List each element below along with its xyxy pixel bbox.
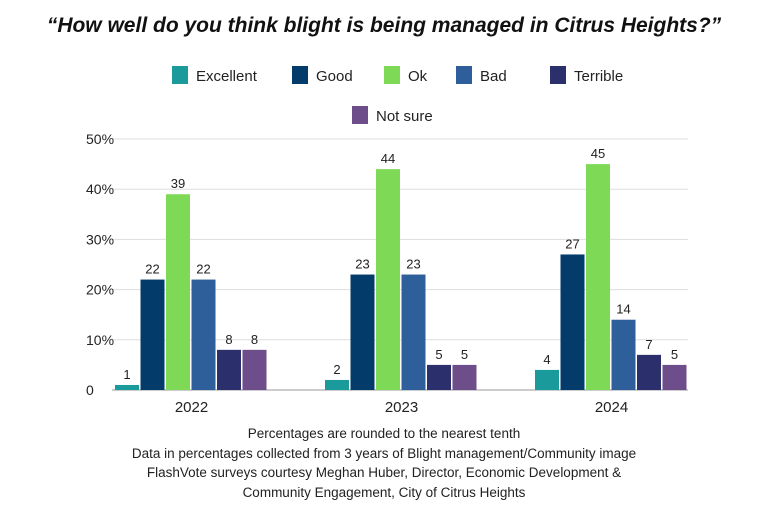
footnote-line: FlashVote surveys courtesy Meghan Huber,… xyxy=(146,465,622,480)
y-tick-label: 50% xyxy=(86,131,114,147)
data-label: 7 xyxy=(645,337,652,352)
legend-swatch xyxy=(456,66,472,84)
bar-bad-2023 xyxy=(401,274,426,390)
legend-swatch xyxy=(352,106,368,124)
y-tick-label: 0 xyxy=(86,382,94,398)
data-label: 2 xyxy=(333,362,340,377)
data-label: 8 xyxy=(251,332,258,347)
legend-swatch xyxy=(172,66,188,84)
y-tick-label: 10% xyxy=(86,332,114,348)
y-tick-label: 30% xyxy=(86,231,114,247)
bar-bad-2024 xyxy=(611,319,636,390)
bar-ok-2022 xyxy=(166,194,190,390)
data-label: 1 xyxy=(123,367,130,382)
data-label: 14 xyxy=(616,302,630,317)
bar-terrible-2024 xyxy=(637,354,661,390)
x-tick-label: 2022 xyxy=(175,399,208,416)
data-label: 5 xyxy=(461,347,468,362)
x-tick-label: 2024 xyxy=(595,399,628,416)
legend-swatch xyxy=(292,66,308,84)
bar-good-2023 xyxy=(350,274,375,390)
data-label: 22 xyxy=(145,262,159,277)
bar-excellent-2023 xyxy=(325,379,349,390)
legend-label: Not sure xyxy=(376,108,433,125)
bar-ok-2024 xyxy=(586,164,610,390)
data-label: 4 xyxy=(543,352,550,367)
bar-excellent-2022 xyxy=(115,384,139,390)
footnote: Percentages are rounded to the nearest t… xyxy=(0,424,768,502)
legend-label: Good xyxy=(316,68,353,85)
bar-not-sure-2022 xyxy=(242,349,267,390)
y-tick-label: 40% xyxy=(86,181,114,197)
data-label: 39 xyxy=(171,176,185,191)
bar-ok-2023 xyxy=(376,169,400,390)
data-label: 23 xyxy=(355,257,369,272)
bar-excellent-2024 xyxy=(535,369,559,390)
x-tick-label: 2023 xyxy=(385,399,418,416)
chart-title: “How well do you think blight is being m… xyxy=(46,14,722,37)
bar-good-2022 xyxy=(140,279,165,390)
bar-bad-2022 xyxy=(191,279,216,390)
legend-swatch xyxy=(384,66,400,84)
data-label: 8 xyxy=(225,332,232,347)
legend-swatch xyxy=(550,66,566,84)
footnote-line: Community Engagement, City of Citrus Hei… xyxy=(242,484,526,500)
bar-terrible-2023 xyxy=(427,364,451,390)
data-label: 5 xyxy=(671,347,678,362)
footnote-line: Percentages are rounded to the nearest t… xyxy=(247,426,521,441)
bar-good-2024 xyxy=(560,254,585,390)
legend-label: Ok xyxy=(408,68,428,85)
data-label: 27 xyxy=(565,236,579,251)
legend-label: Excellent xyxy=(196,68,258,85)
data-label: 44 xyxy=(381,151,395,166)
data-label: 23 xyxy=(406,257,420,272)
data-label: 22 xyxy=(196,262,210,277)
bar-not-sure-2024 xyxy=(662,364,687,390)
legend-label: Bad xyxy=(480,68,507,85)
footnote-line: Data in percentages collected from 3 yea… xyxy=(131,445,637,461)
data-label: 45 xyxy=(591,146,605,161)
data-label: 5 xyxy=(435,347,442,362)
bar-not-sure-2023 xyxy=(452,364,477,390)
y-tick-label: 20% xyxy=(86,282,114,298)
legend-label: Terrible xyxy=(574,68,623,85)
bar-terrible-2022 xyxy=(217,349,241,390)
